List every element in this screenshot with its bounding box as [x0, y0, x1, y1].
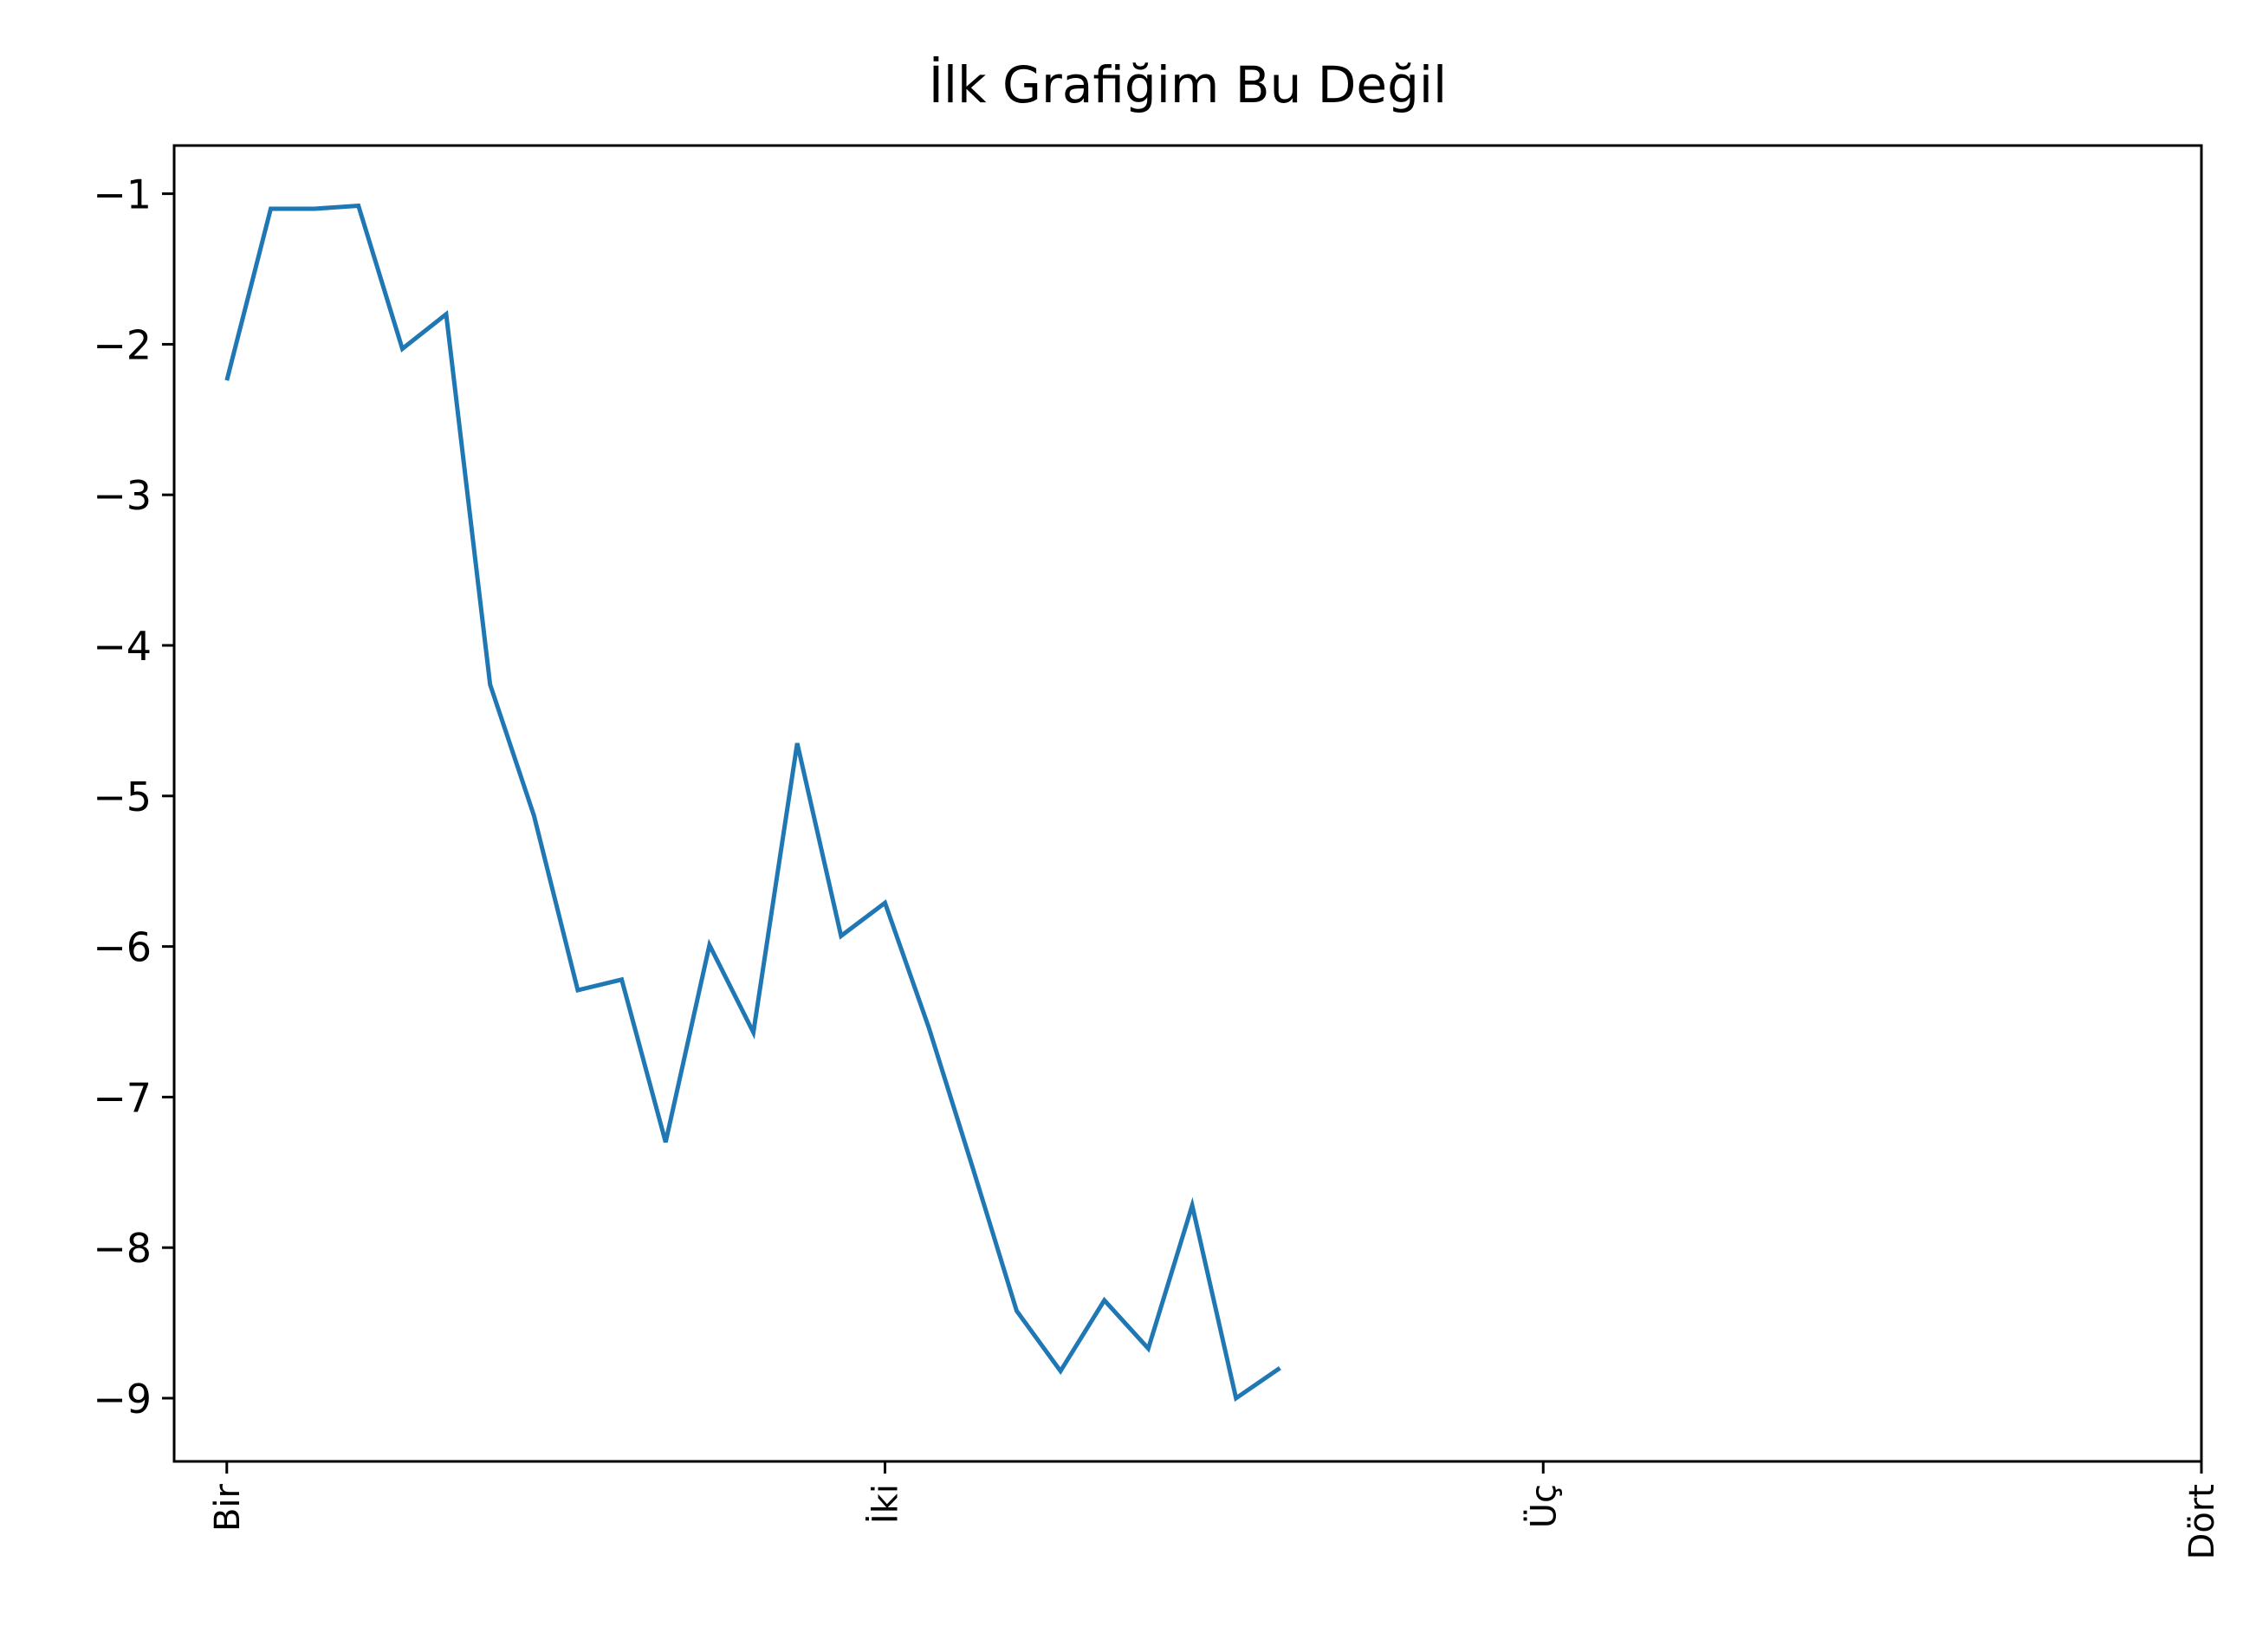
series-line	[224, 203, 1281, 1403]
y-tick-label: −7	[93, 1074, 152, 1121]
x-tick-label: İki	[865, 1484, 906, 1524]
y-tick-label: −8	[93, 1225, 152, 1272]
y-tick-label: −2	[93, 321, 152, 368]
axes: −1 −2 −3 −4 −5 −6 −7 −8 −9 Bir İki Üç Dört	[93, 172, 2222, 1560]
y-tick-label: −3	[93, 472, 152, 519]
x-tick-label: Üç	[1522, 1484, 1564, 1528]
y-tick-label: −5	[93, 774, 152, 820]
y-tick-label: −4	[93, 623, 152, 670]
y-tick-label: −1	[93, 172, 152, 218]
x-tick-label: Dört	[2182, 1484, 2222, 1559]
series-layer	[224, 203, 1281, 1403]
y-tick-label: −6	[93, 924, 152, 971]
plot-frame	[172, 144, 2203, 1463]
y-tick-label: −9	[93, 1376, 152, 1422]
x-tick-label: Bir	[208, 1483, 248, 1532]
chart-title: İlk Grafiğim Bu Değil	[929, 55, 1447, 114]
